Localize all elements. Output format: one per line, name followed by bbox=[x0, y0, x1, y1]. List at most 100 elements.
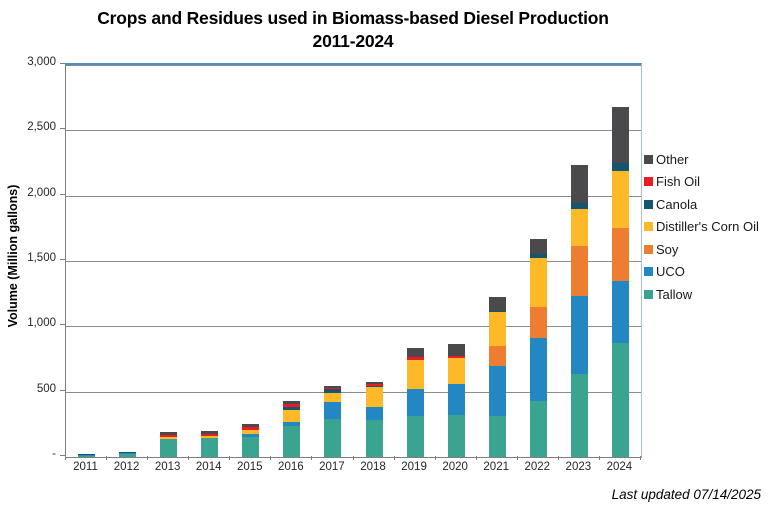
bar-2018-distiller-s-corn-oil bbox=[365, 386, 383, 408]
y-tick-label-1500: 1,500 bbox=[27, 252, 56, 264]
bar-2017-distiller-s-corn-oil bbox=[324, 393, 342, 403]
legend-label-tallow: Tallow bbox=[656, 287, 693, 303]
bar-2024-soy bbox=[611, 227, 629, 282]
y-tick-mark-1000 bbox=[60, 324, 65, 326]
legend-swatch-uco bbox=[644, 267, 653, 277]
bar-2021-soy bbox=[488, 345, 506, 366]
bar-2013-other bbox=[160, 431, 178, 435]
y-tick-mark-2000 bbox=[60, 193, 65, 195]
bar-2022-distiller-s-corn-oil bbox=[529, 258, 547, 307]
legend-item-other: Other bbox=[644, 152, 759, 167]
gridline-2500 bbox=[66, 130, 641, 132]
bar-2021-distiller-s-corn-oil bbox=[488, 311, 506, 346]
bar-2017-tallow bbox=[324, 419, 342, 457]
plot-area bbox=[65, 63, 642, 458]
legend-item-distiller-s-corn-oil: Distiller's Corn Oil bbox=[644, 219, 759, 235]
x-label-2012: 2012 bbox=[113, 461, 140, 473]
bar-2011-tallow bbox=[78, 455, 96, 457]
legend: Other Fish Oil Canola Distiller's Corn Oil S… bbox=[644, 152, 759, 310]
bar-2023-tallow bbox=[570, 373, 588, 457]
x-label-2022: 2022 bbox=[524, 461, 551, 473]
bar-2014-distiller-s-corn-oil bbox=[201, 436, 219, 439]
bar-2019-distiller-s-corn-oil bbox=[406, 359, 424, 390]
legend-swatch-tallow bbox=[644, 290, 653, 300]
bar-2012-tallow bbox=[119, 454, 137, 457]
legend-label-fish-oil: Fish Oil bbox=[656, 174, 701, 190]
x-label-2011: 2011 bbox=[73, 461, 98, 473]
bar-2013-tallow bbox=[160, 439, 178, 457]
legend-label-canola: Canola bbox=[656, 196, 698, 212]
bar-2024-other bbox=[611, 106, 629, 163]
bar-2022-other bbox=[529, 239, 547, 255]
bar-2020-distiller-s-corn-oil bbox=[447, 358, 465, 384]
bar-2015-tallow bbox=[242, 436, 260, 457]
bar-2019-tallow bbox=[406, 416, 424, 457]
legend-item-canola: Canola bbox=[644, 196, 759, 212]
legend-label-distiller-s-corn-oil: Distiller's Corn Oil bbox=[656, 219, 759, 235]
x-label-2019: 2019 bbox=[401, 461, 427, 473]
bar-2015-fish-oil bbox=[242, 427, 260, 430]
x-tick-mark-0 bbox=[65, 456, 66, 460]
legend-item-uco: UCO bbox=[644, 264, 759, 279]
x-tick-mark-4 bbox=[229, 456, 231, 460]
x-label-2020: 2020 bbox=[442, 461, 468, 473]
legend-swatch-distiller-s-corn-oil bbox=[644, 222, 653, 232]
y-tick-mark-3000 bbox=[60, 63, 65, 64]
x-tick-mark-8 bbox=[393, 456, 395, 460]
legend-swatch-canola bbox=[644, 199, 653, 209]
last-updated-note: Last updated 07/14/2025 bbox=[611, 487, 761, 502]
y-tick-label-2500: 2,500 bbox=[27, 121, 56, 134]
x-tick-mark-6 bbox=[311, 456, 313, 460]
x-tick-mark-13 bbox=[598, 456, 600, 460]
bar-2017-fish-oil bbox=[324, 387, 342, 390]
bar-2021-other bbox=[488, 296, 506, 311]
bar-2022-tallow bbox=[529, 401, 547, 457]
gridline-3000 bbox=[66, 65, 641, 66]
x-tick-mark-12 bbox=[557, 456, 559, 460]
y-tick-label-3000: 3,000 bbox=[27, 56, 56, 68]
bar-2020-tallow bbox=[447, 415, 465, 457]
x-tick-mark-3 bbox=[188, 456, 190, 460]
bar-2018-other bbox=[365, 381, 383, 384]
bar-2011-uco bbox=[78, 454, 96, 456]
legend-item-fish-oil: Fish Oil bbox=[644, 174, 759, 190]
bar-2020-fish-oil bbox=[447, 355, 465, 359]
x-label-2018: 2018 bbox=[360, 461, 386, 473]
bar-2017-uco bbox=[324, 402, 342, 420]
bar-2016-uco bbox=[283, 421, 301, 426]
x-tick-mark-1 bbox=[106, 456, 108, 460]
legend-swatch-other bbox=[644, 154, 653, 164]
legend-swatch-fish-oil bbox=[644, 177, 653, 187]
bar-2021-tallow bbox=[488, 416, 506, 457]
x-tick-mark-5 bbox=[270, 456, 272, 460]
x-tick-mark-14 bbox=[640, 456, 641, 460]
gridline-1500 bbox=[66, 261, 641, 262]
y-axis-labels: 3,000 2,500 2,000 1,500 1,000 500 - bbox=[0, 56, 65, 460]
x-label-2014: 2014 bbox=[195, 461, 222, 473]
bar-2021-canola bbox=[488, 310, 506, 312]
y-tick-label-2000: 2,000 bbox=[27, 186, 56, 199]
bar-2015-uco bbox=[242, 434, 260, 437]
bar-2018-tallow bbox=[365, 419, 383, 457]
x-tick-mark-9 bbox=[434, 456, 436, 460]
x-axis-labels: 2011 2012 2013 2014 2015 2016 2017 2018 2019 2020… bbox=[65, 461, 641, 477]
x-label-2017: 2017 bbox=[319, 461, 345, 473]
bar-2023-uco bbox=[570, 295, 588, 374]
bar-2017-other bbox=[324, 385, 342, 388]
bar-2023-other bbox=[570, 165, 588, 203]
bar-2023-soy bbox=[570, 245, 588, 296]
legend-item-tallow: Tallow bbox=[644, 287, 759, 303]
bar-2024-distiller-s-corn-oil bbox=[611, 170, 629, 228]
x-label-2021: 2021 bbox=[483, 461, 509, 473]
bar-2015-distiller-s-corn-oil bbox=[242, 429, 260, 435]
bar-2016-canola bbox=[283, 406, 301, 410]
bar-2017-canola bbox=[324, 389, 342, 394]
y-tick-label-0: - bbox=[52, 448, 56, 460]
bar-2019-other bbox=[406, 347, 424, 358]
chart-title: Crops and Residues used in Biomass-based… bbox=[0, 7, 706, 53]
bar-2024-canola bbox=[611, 162, 629, 171]
legend-swatch-soy bbox=[644, 244, 653, 254]
y-tick-mark-500 bbox=[60, 389, 65, 391]
x-tick-mark-11 bbox=[516, 456, 518, 460]
